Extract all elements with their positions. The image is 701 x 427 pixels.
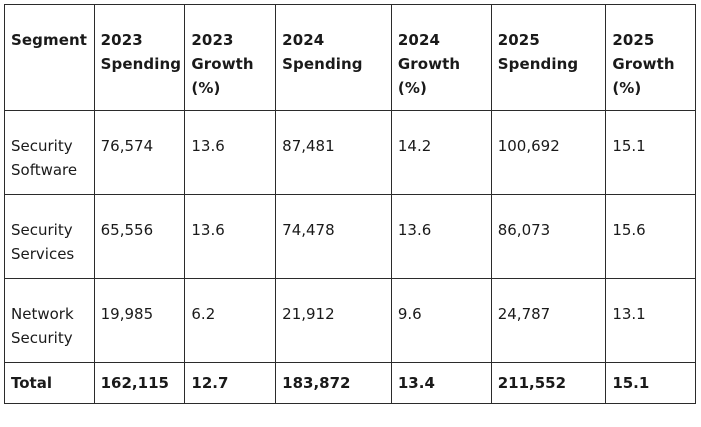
- cell-2023-growth: 13.6: [184, 110, 277, 195]
- header-text: (%): [397, 79, 427, 97]
- header-text: Growth: [191, 55, 254, 73]
- cell-2025-growth: 15.6: [605, 194, 696, 279]
- header-2025-spending: 2025 Spending: [490, 4, 607, 111]
- header-text: Segment: [11, 31, 88, 49]
- cell-2023-growth: 6.2: [184, 278, 277, 363]
- spending-table: Segment 2023 Spending 2023 Growth (%) 20…: [4, 4, 696, 404]
- segment-name: Security: [11, 329, 73, 347]
- segment-cell: Security Services: [4, 194, 95, 279]
- segment-name: Network: [11, 305, 74, 323]
- header-text: Spending: [100, 55, 182, 73]
- total-2023-spending: 162,115: [93, 362, 186, 404]
- cell-2024-growth: 14.2: [390, 110, 492, 195]
- header-text: 2023: [191, 31, 234, 49]
- header-text: Spending: [497, 55, 579, 73]
- cell-2025-spending: 86,073: [490, 194, 607, 279]
- table-row-network-security: Network Security 19,985 6.2 21,912 9.6 2…: [4, 278, 696, 363]
- header-text: 2025: [497, 31, 540, 49]
- cell-2025-growth: 13.1: [605, 278, 696, 363]
- header-2025-growth: 2025 Growth (%): [605, 4, 696, 111]
- cell-2024-growth: 9.6: [390, 278, 492, 363]
- segment-cell: Network Security: [4, 278, 95, 363]
- segment-name: Services: [11, 245, 75, 263]
- total-label: Total: [4, 362, 95, 404]
- cell-2023-spending: 19,985: [93, 278, 186, 363]
- header-2024-growth: 2024 Growth (%): [390, 4, 492, 111]
- header-segment: Segment: [4, 4, 95, 111]
- header-text: 2023: [100, 31, 143, 49]
- header-text: (%): [191, 79, 221, 97]
- table-row-security-services: Security Services 65,556 13.6 74,478 13.…: [4, 194, 696, 279]
- cell-2024-spending: 21,912: [275, 278, 392, 363]
- cell-2024-growth: 13.6: [390, 194, 492, 279]
- total-2023-growth: 12.7: [184, 362, 277, 404]
- cell-2023-growth: 13.6: [184, 194, 277, 279]
- header-text: 2024: [397, 31, 441, 49]
- cell-2024-spending: 74,478: [275, 194, 392, 279]
- header-text: Growth: [612, 55, 675, 73]
- total-2024-spending: 183,872: [275, 362, 392, 404]
- total-2025-spending: 211,552: [490, 362, 607, 404]
- segment-cell: Security Software: [4, 110, 95, 195]
- table-header-row: Segment 2023 Spending 2023 Growth (%) 20…: [4, 4, 696, 111]
- table-row-security-software: Security Software 76,574 13.6 87,481 14.…: [4, 110, 696, 195]
- header-2024-spending: 2024 Spending: [275, 4, 392, 111]
- total-2024-growth: 13.4: [390, 362, 492, 404]
- header-text: (%): [612, 79, 642, 97]
- segment-name: Security: [11, 137, 73, 155]
- cell-2025-growth: 15.1: [605, 110, 696, 195]
- cell-2024-spending: 87,481: [275, 110, 392, 195]
- cell-2025-spending: 100,692: [490, 110, 607, 195]
- header-2023-spending: 2023 Spending: [93, 4, 186, 111]
- cell-2025-spending: 24,787: [490, 278, 607, 363]
- cell-2023-spending: 65,556: [93, 194, 186, 279]
- header-2023-growth: 2023 Growth (%): [184, 4, 277, 111]
- cell-2023-spending: 76,574: [93, 110, 186, 195]
- header-text: Growth: [397, 55, 461, 73]
- segment-name: Security: [11, 221, 73, 239]
- header-text: Spending: [282, 55, 363, 73]
- table-row-total: Total 162,115 12.7 183,872 13.4 211,552 …: [4, 362, 696, 404]
- header-text: 2024: [282, 31, 325, 49]
- header-text: 2025: [612, 31, 655, 49]
- total-2025-growth: 15.1: [605, 362, 696, 404]
- segment-name: Software: [11, 161, 78, 179]
